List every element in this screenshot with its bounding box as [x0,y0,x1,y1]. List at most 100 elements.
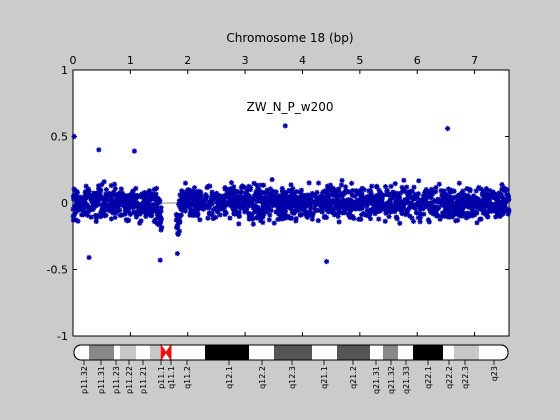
data-point [294,195,300,201]
data-point [410,218,417,225]
data-point [182,208,189,214]
data-point [297,212,303,218]
data-point [310,212,316,218]
data-point [191,185,198,191]
data-point [402,197,408,203]
data-point [211,196,217,202]
data-point [382,184,389,190]
data-point [153,198,160,204]
data-point [238,184,244,191]
data-point [352,193,358,199]
data-point [268,207,274,214]
data-point [481,201,487,208]
data-point [487,197,493,203]
data-point [323,189,329,195]
data-point [335,187,341,194]
data-point [256,198,262,204]
data-point [314,189,320,196]
data-point [429,201,435,207]
data-point [409,188,415,194]
data-point [456,180,462,186]
data-point [459,208,465,215]
data-point [246,183,252,189]
data-point [372,194,378,201]
data-point [273,209,279,215]
data-point [319,197,325,204]
data-point [448,187,455,193]
data-point [413,192,419,198]
data-point [342,184,349,190]
data-point [227,201,233,207]
data-point [503,206,509,212]
data-point [496,205,502,212]
data-point [158,205,164,211]
ideogram-band [274,345,312,360]
data-point [143,212,149,218]
data-point [476,184,482,191]
data-point [149,195,155,201]
data-point [465,195,471,201]
data-point [410,204,416,210]
data-point [416,178,422,184]
data-point [157,257,163,263]
data-point [435,197,441,203]
data-point [71,212,77,218]
data-point [243,207,249,213]
data-point [273,189,279,195]
data-point [426,219,432,225]
data-point [210,207,216,213]
data-point [351,215,357,222]
data-point [254,198,260,205]
data-point [126,199,132,205]
data-point [388,183,394,189]
data-point [231,186,237,193]
band-label: p11.1 [157,366,166,389]
data-point [144,190,150,196]
data-point [253,215,260,221]
data-point [388,201,394,208]
data-point [344,202,350,208]
data-point [117,207,123,213]
data-point [85,212,91,218]
data-point [293,218,299,224]
data-point [387,191,393,198]
data-point [188,209,194,216]
data-point [184,189,191,195]
data-point [332,206,338,212]
data-point [102,197,108,203]
data-point [231,207,238,214]
data-point [141,203,147,209]
data-point [456,192,462,198]
data-point [176,201,182,207]
data-point [322,197,329,203]
data-point [339,193,345,200]
data-point [487,205,493,211]
data-point [74,190,81,196]
data-point [336,193,342,199]
data-point [73,209,79,215]
x-tick-label: 4 [299,54,306,67]
data-point [266,200,272,206]
data-point [200,206,207,212]
data-point [409,200,415,206]
data-point [89,196,95,202]
data-point [276,201,282,207]
data-point [321,214,327,220]
data-point [207,183,213,189]
data-point [230,201,237,207]
data-point [353,188,359,194]
data-point [483,186,490,192]
data-point [206,210,213,216]
data-point [100,201,106,207]
band-label: q22.2 [445,366,454,389]
data-point [434,213,440,219]
data-point [204,204,210,211]
data-point [99,207,105,213]
data-point [382,201,388,207]
data-point [246,213,253,219]
data-point [366,210,373,217]
data-point [285,213,291,219]
data-point [232,205,238,212]
data-point [412,202,419,208]
data-point [364,207,370,213]
